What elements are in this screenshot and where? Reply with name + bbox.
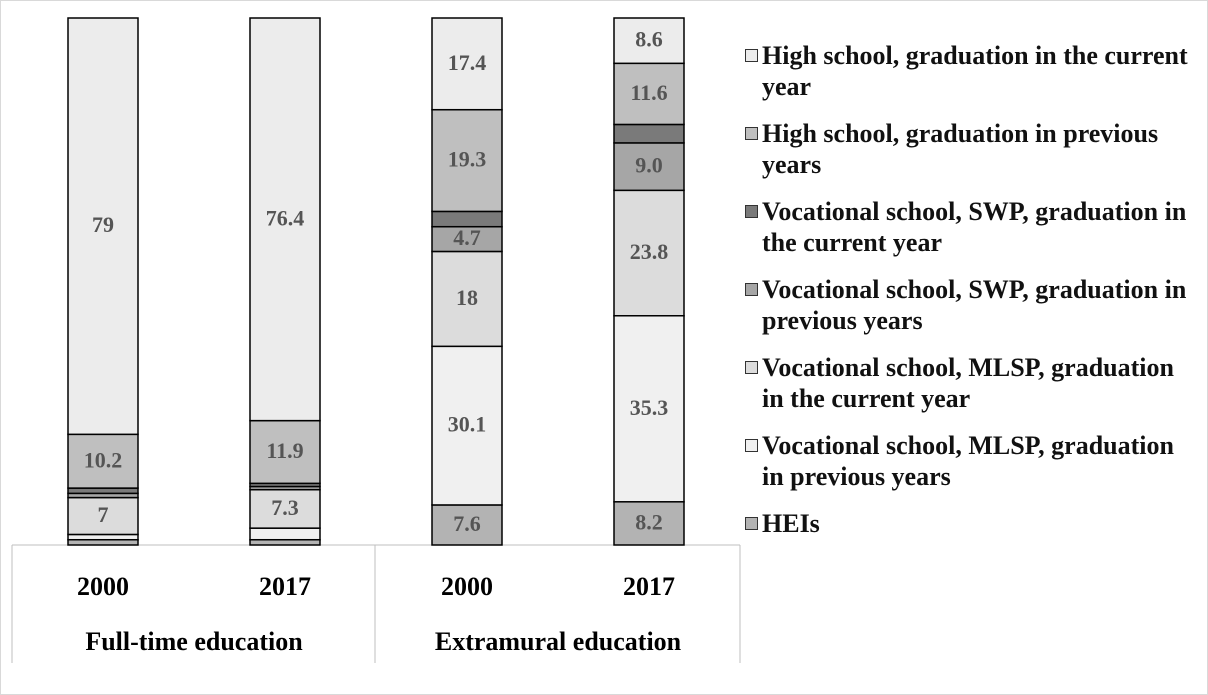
bar-segment [431,108,503,213]
data-label: 11.6 [630,80,667,105]
data-label: 17.4 [448,50,487,75]
x-tick-label: 2000 [441,572,493,601]
legend-item: HEIs [745,508,1200,539]
legend-swatch [745,517,758,530]
legend-item: High school, graduation in previous year… [745,118,1200,180]
bar-segment [613,501,685,546]
legend-swatch [745,439,758,452]
legend-label: HEIs [762,509,820,538]
bar-segment [67,538,139,546]
bar-segment [431,345,503,506]
bar-segment [431,225,503,253]
legend-label: Vocational school, MLSP, graduation in p… [762,431,1174,491]
data-label: 18 [456,285,478,310]
bar-segment [431,250,503,348]
bar-segment [431,17,503,111]
data-label: 7.6 [453,511,481,536]
legend-label: Vocational school, SWP, graduation in th… [762,197,1187,257]
legend-item: Vocational school, MLSP, graduation in t… [745,352,1200,414]
legend: High school, graduation in the current y… [745,40,1200,555]
bar-segment [613,315,685,503]
data-label: 10.2 [84,447,123,472]
x-tick-label: 2000 [77,572,129,601]
legend-swatch [745,283,758,296]
legend-item: Vocational school, SWP, graduation in th… [745,196,1200,258]
legend-label: High school, graduation in previous year… [762,119,1159,179]
bar-segment [67,433,139,489]
legend-item: Vocational school, MLSP, graduation in p… [745,430,1200,492]
bar-segment [613,123,685,144]
data-label: 8.2 [635,509,663,534]
x-tick-label: 2017 [623,572,675,601]
bar-segment [431,504,503,546]
legend-item: Vocational school, SWP, graduation in pr… [745,274,1200,336]
data-label: 11.9 [266,438,303,463]
legend-swatch [745,361,758,374]
legend-item: High school, graduation in the current y… [745,40,1200,102]
bar-segment [613,189,685,317]
data-label: 4.7 [453,225,481,250]
data-label: 7.3 [271,495,299,520]
x-tick-label: 2017 [259,572,311,601]
bar-segment [613,17,685,65]
bar-segment [249,488,321,529]
bar-segment [67,487,139,495]
bar-segment [249,17,321,422]
data-label: 19.3 [448,147,487,172]
bar-segment [249,419,321,485]
data-label: 8.6 [635,27,663,52]
bar-segment [613,142,685,192]
data-label: 7 [98,502,109,527]
data-label: 76.4 [266,205,305,230]
bar-segment [67,17,139,436]
bar-segment [249,538,321,546]
legend-label: High school, graduation in the current y… [762,41,1188,101]
data-label: 23.8 [630,239,669,264]
data-label: 35.3 [630,395,669,420]
legend-swatch [745,205,758,218]
data-label: 30.1 [448,412,487,437]
group-label: Extramural education [435,627,682,656]
legend-label: Vocational school, MLSP, graduation in t… [762,353,1174,413]
bar-segment [431,210,503,228]
data-label: 79 [92,212,114,237]
bar-segment [249,527,321,541]
legend-label: Vocational school, SWP, graduation in pr… [762,275,1187,335]
group-label: Full-time education [85,627,303,656]
legend-swatch [745,49,758,62]
legend-swatch [745,127,758,140]
data-label: 9.0 [635,153,663,178]
bar-segment [67,533,139,541]
